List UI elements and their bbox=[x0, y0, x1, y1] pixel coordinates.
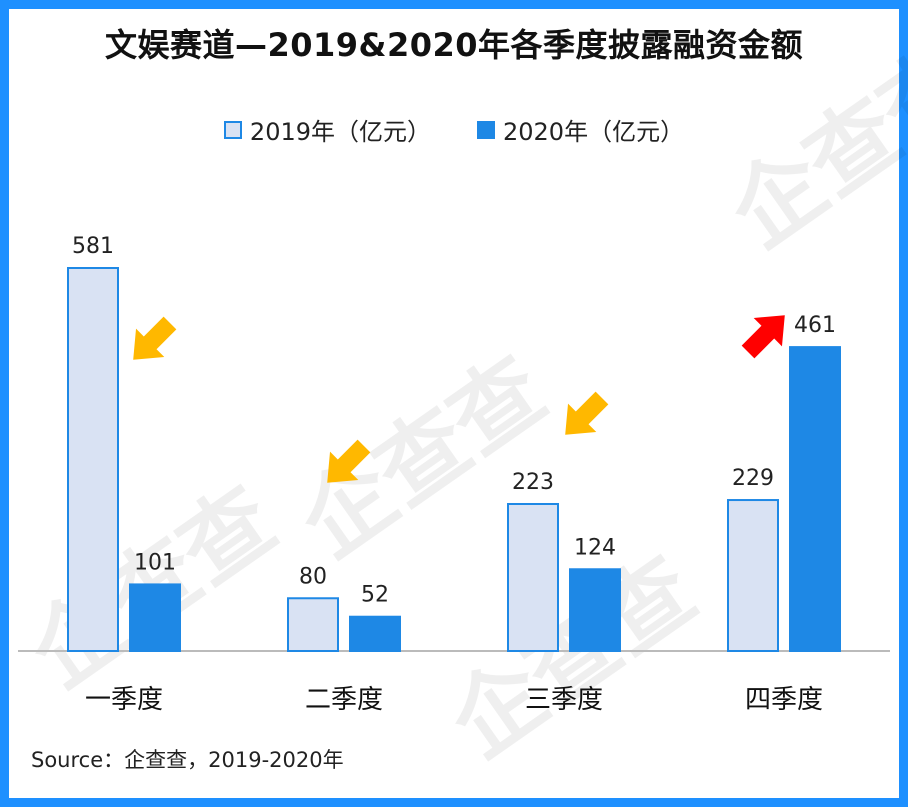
bar-1-1 bbox=[349, 615, 401, 653]
bar-2-1 bbox=[569, 568, 621, 652]
svg-text:企查查: 企查查 bbox=[712, 27, 908, 268]
trend-arrow-down-0 bbox=[133, 316, 177, 360]
legend-swatch-2019 bbox=[223, 120, 242, 139]
tick-label-0: 一季度 bbox=[85, 685, 163, 715]
data-label-0-0: 581 bbox=[72, 234, 114, 259]
data-label-1-0: 80 bbox=[299, 564, 327, 589]
bar-0-1 bbox=[129, 583, 181, 653]
bar-2-0 bbox=[507, 502, 559, 652]
legend-item-2019: 2019年（亿元） bbox=[223, 112, 431, 147]
data-label-3-0: 229 bbox=[732, 466, 774, 491]
legend-label-2020: 2020年（亿元） bbox=[503, 118, 685, 146]
data-label-3-1: 461 bbox=[794, 313, 836, 338]
data-label-2-0: 223 bbox=[512, 470, 554, 495]
legend-swatch-2020 bbox=[477, 120, 495, 139]
tick-label-2: 三季度 bbox=[525, 685, 603, 715]
legend-item-2020: 2020年（亿元） bbox=[477, 112, 684, 147]
legend-label-2019: 2019年（亿元） bbox=[249, 118, 431, 146]
watermark: 企查查 bbox=[712, 27, 908, 268]
trend-arrow-up-3 bbox=[741, 315, 785, 359]
tick-label-1: 二季度 bbox=[305, 685, 383, 715]
legend: 2019年（亿元） 2020年（亿元） bbox=[0, 112, 908, 147]
data-label-1-1: 52 bbox=[361, 583, 389, 608]
trend-arrow-down-1 bbox=[327, 439, 371, 483]
trend-arrow-down-2 bbox=[565, 391, 609, 435]
data-label-0-1: 101 bbox=[134, 550, 176, 575]
bar-3-0 bbox=[727, 499, 779, 653]
bar-1-0 bbox=[287, 597, 339, 653]
chart-title: 文娱赛道—2019&2020年各季度披露融资金额 bbox=[104, 26, 804, 64]
source-note: Source：企查查，2019-2020年 bbox=[31, 748, 344, 772]
data-label-2-1: 124 bbox=[574, 535, 616, 560]
tick-label-3: 四季度 bbox=[745, 685, 823, 715]
bar-0-0 bbox=[67, 267, 119, 652]
bar-3-1 bbox=[789, 346, 841, 652]
